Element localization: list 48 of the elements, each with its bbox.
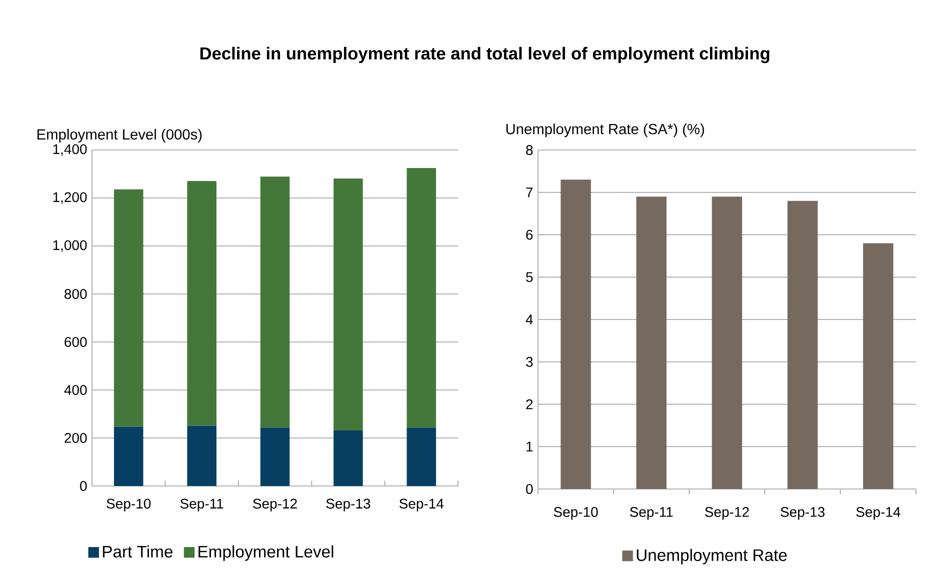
y-axis-title: Employment Level (000s) xyxy=(37,128,202,142)
x-tick-label: Sep-11 xyxy=(180,498,224,512)
y-tick-label: 7 xyxy=(526,188,533,198)
legend-label: Part Time xyxy=(102,545,172,558)
bar xyxy=(787,200,818,489)
y-tick-label: 8 xyxy=(526,145,533,155)
y-tick-label: 0 xyxy=(526,484,533,494)
bar xyxy=(260,428,290,486)
bar xyxy=(406,168,436,428)
y-tick-label: 5 xyxy=(526,272,533,282)
y-tick-label: 800 xyxy=(64,289,87,299)
bar xyxy=(114,426,144,486)
bar xyxy=(187,426,216,486)
x-tick-label: Sep-12 xyxy=(253,498,297,512)
bar xyxy=(114,189,144,427)
y-tick-label: 200 xyxy=(64,433,87,443)
bar xyxy=(636,196,667,489)
x-tick-label: Sep-14 xyxy=(399,498,444,512)
y-tick-label: 2 xyxy=(526,399,533,410)
x-tick-label: Sep-12 xyxy=(705,507,749,520)
x-tick-label: Sep-10 xyxy=(106,498,151,512)
y-tick-label: 4 xyxy=(526,314,533,324)
y-tick-label: 1 xyxy=(526,442,533,452)
bar xyxy=(187,180,216,426)
bar xyxy=(334,178,363,431)
y-axis-title: Unemployment Rate (SA*) (%) xyxy=(506,123,704,138)
x-tick-label: Sep-13 xyxy=(780,507,825,520)
legend-label: Unemployment Rate xyxy=(636,548,787,564)
bar xyxy=(560,180,591,489)
legend-label: Employment Level xyxy=(198,545,334,561)
x-tick-label: Sep-11 xyxy=(630,507,673,520)
bar xyxy=(406,428,436,486)
bar xyxy=(334,430,363,486)
x-tick-label: Sep-14 xyxy=(856,507,900,520)
x-tick-label: Sep-13 xyxy=(326,498,370,512)
y-tick-label: 6 xyxy=(526,230,533,240)
y-tick-label: 1,400 xyxy=(53,144,87,156)
y-tick-label: 1,200 xyxy=(53,192,87,204)
y-tick-label: 600 xyxy=(64,337,87,347)
bar xyxy=(712,196,742,489)
x-tick-label: Sep-10 xyxy=(554,507,598,520)
y-tick-label: 0 xyxy=(80,481,87,491)
bar xyxy=(260,176,290,428)
y-tick-label: 3 xyxy=(526,356,533,367)
chart-title: Decline in unemployment rate and total level of employment climbing xyxy=(200,46,770,64)
y-tick-label: 400 xyxy=(64,385,87,395)
bar xyxy=(863,243,894,489)
y-tick-label: 1,000 xyxy=(53,240,87,252)
